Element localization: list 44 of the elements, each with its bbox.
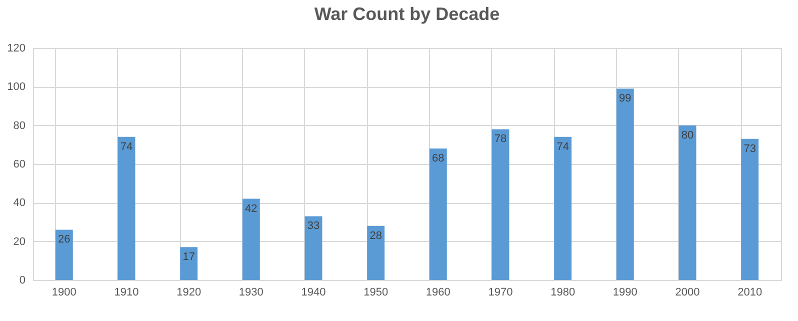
data-label: 28 (370, 230, 382, 242)
y-tick-label: 100 (7, 81, 26, 94)
y-tick-label: 120 (7, 42, 26, 54)
bar (55, 230, 73, 280)
data-label: 26 (58, 234, 70, 246)
x-tick-label: 1970 (488, 286, 513, 298)
data-label: 73 (744, 142, 756, 155)
y-tick-label: 20 (13, 236, 26, 248)
data-label: 99 (619, 92, 632, 105)
x-tick-label: 1920 (176, 286, 202, 298)
y-tick-label: 80 (13, 120, 26, 132)
bar (554, 136, 572, 280)
x-tick-label: 2010 (738, 286, 762, 298)
data-label: 33 (307, 220, 320, 232)
bar (616, 88, 634, 280)
bar (118, 136, 136, 280)
y-tick-label: 60 (13, 158, 26, 170)
x-tick-label: 1940 (301, 286, 326, 298)
x-tick-label: 1990 (612, 286, 638, 298)
y-tick-label: 40 (13, 197, 26, 210)
x-tick-label: 1960 (426, 286, 450, 298)
x-tick-label: 1930 (238, 286, 264, 298)
x-tick-label: 2000 (675, 286, 700, 298)
bar (304, 216, 322, 280)
bar (492, 129, 510, 280)
x-tick-label: 1980 (550, 286, 576, 298)
data-label: 68 (432, 152, 444, 165)
x-tick-label: 1950 (364, 286, 388, 298)
y-tick-label: 0 (19, 274, 26, 286)
bar (429, 148, 447, 280)
data-label: 80 (681, 129, 694, 142)
x-tick-label: 1900 (52, 286, 76, 298)
x-tick-label: 1910 (114, 286, 139, 298)
bar (242, 198, 260, 280)
chart-title: War Count by Decade (314, 4, 500, 24)
bar (367, 226, 385, 280)
data-label: 17 (182, 251, 195, 264)
bar (741, 138, 759, 280)
data-label: 42 (245, 202, 258, 215)
bar (180, 247, 198, 280)
data-label: 78 (494, 133, 507, 146)
data-label: 74 (556, 140, 569, 153)
bar (678, 125, 696, 280)
data-label: 74 (120, 140, 133, 153)
